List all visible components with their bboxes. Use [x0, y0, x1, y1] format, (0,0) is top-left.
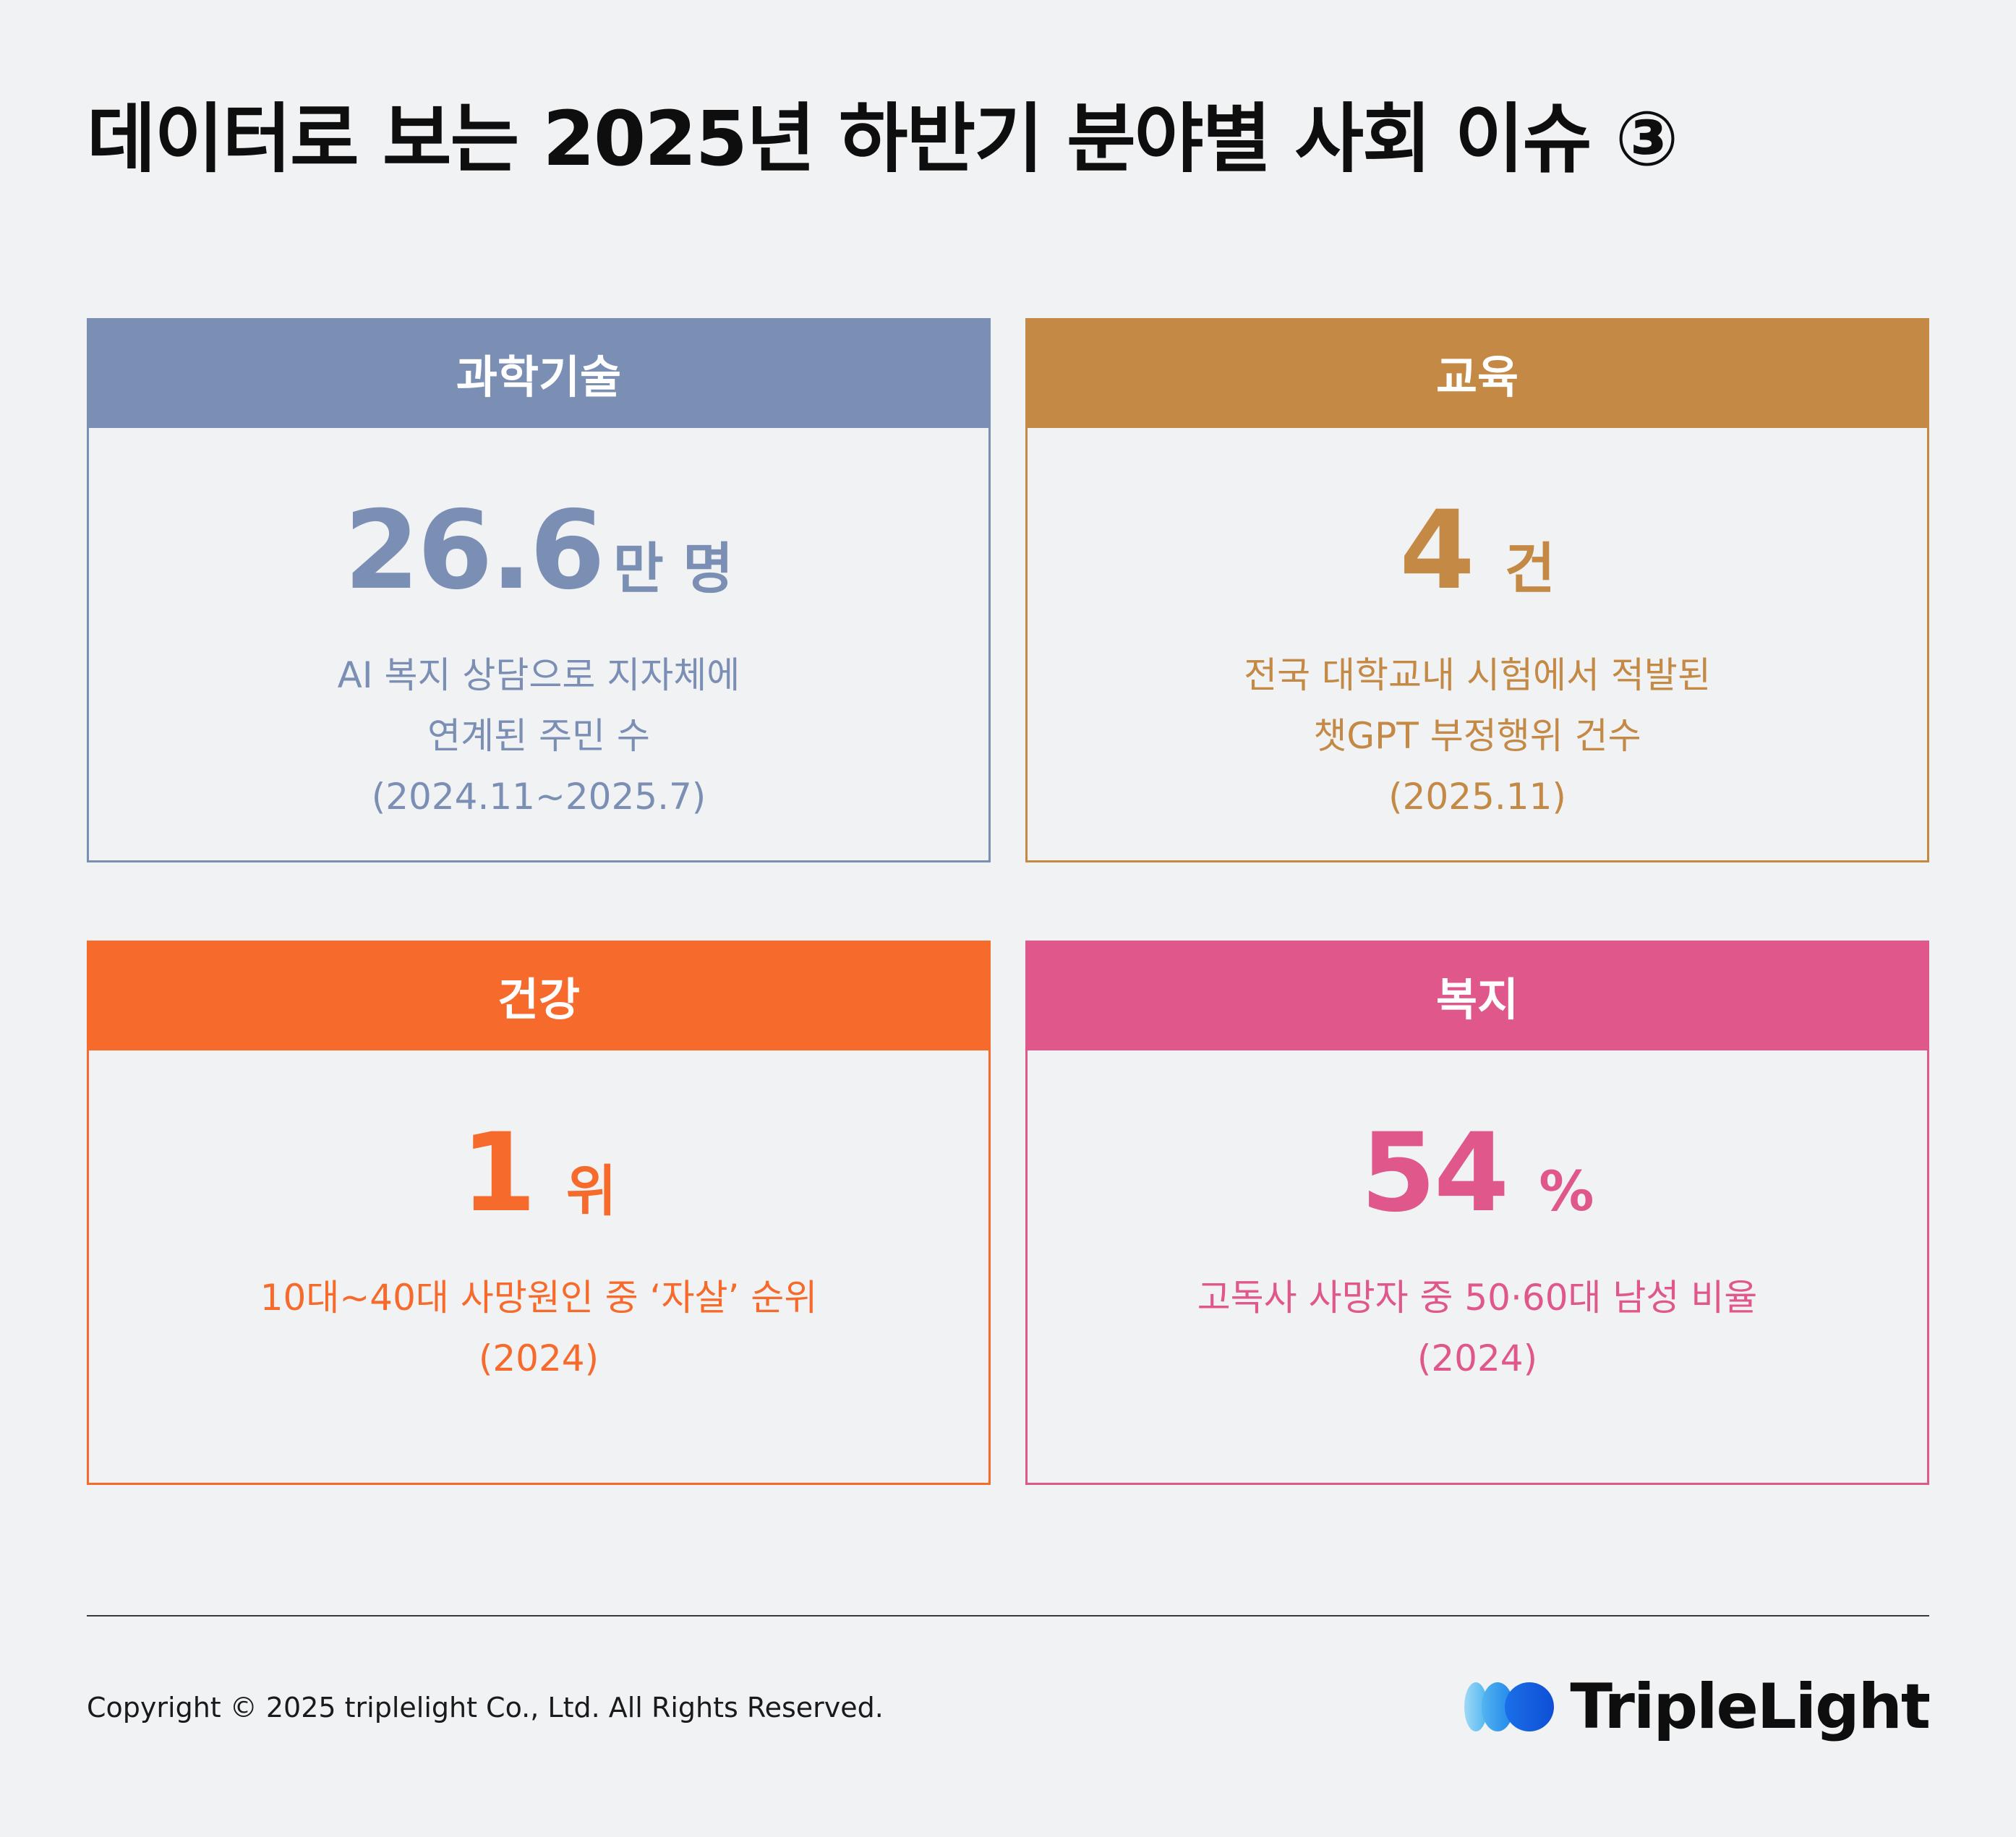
- stat-description: 10대~40대 사망원인 중 ‘자살’ 순위 (2024): [89, 1267, 988, 1389]
- footer-divider: [87, 1615, 1929, 1617]
- description-line: 챗GPT 부정행위 건수: [1313, 715, 1641, 757]
- card-header: 건강: [87, 941, 991, 1050]
- stat-value: 4: [1399, 488, 1474, 614]
- description-line: 10대~40대 사망원인 중 ‘자살’ 순위: [260, 1277, 818, 1319]
- card-science-tech: 과학기술 26.6 만 명 AI 복지 상담으로 지자체에 연계된 주민 수 (…: [87, 318, 991, 862]
- stat: 1 위: [89, 1119, 988, 1228]
- brand-logo: TripleLight: [1461, 1671, 1931, 1743]
- card-body: 1 위 10대~40대 사망원인 중 ‘자살’ 순위 (2024): [89, 1050, 988, 1483]
- stat: 54 %: [1028, 1119, 1927, 1228]
- stat-value: 54: [1360, 1110, 1510, 1236]
- card-education: 교육 4 건 전국 대학교내 시험에서 적발된 챗GPT 부정행위 건수 (20…: [1025, 318, 1929, 862]
- stat-unit: 만 명: [612, 536, 734, 601]
- stat-description: 고독사 사망자 중 50·60대 남성 비율 (2024): [1028, 1267, 1927, 1389]
- triplelight-logo-icon: [1464, 1682, 1555, 1731]
- stat-description: AI 복지 상담으로 지자체에 연계된 주민 수 (2024.11~2025.7…: [89, 645, 988, 827]
- description-line: 전국 대학교내 시험에서 적발된: [1244, 654, 1711, 696]
- stat-unit: 건: [1504, 536, 1555, 601]
- logo-text: TripleLight: [1570, 1671, 1931, 1743]
- description-line: (2024.11~2025.7): [371, 776, 706, 818]
- card-header: 교육: [1025, 318, 1929, 428]
- stat-unit: 위: [565, 1159, 617, 1223]
- stat-value: 26.6: [343, 488, 605, 614]
- description-line: (2024): [1417, 1337, 1538, 1379]
- card-welfare: 복지 54 % 고독사 사망자 중 50·60대 남성 비율 (2024): [1025, 941, 1929, 1485]
- stat: 4 건: [1028, 497, 1927, 605]
- description-line: 연계된 주민 수: [427, 715, 650, 757]
- card-body: 54 % 고독사 사망자 중 50·60대 남성 비율 (2024): [1028, 1050, 1927, 1483]
- copyright-text: Copyright © 2025 triplelight Co., Ltd. A…: [87, 1692, 884, 1723]
- description-line: 고독사 사망자 중 50·60대 남성 비율: [1197, 1277, 1758, 1319]
- stat: 26.6 만 명: [89, 497, 988, 605]
- description-line: (2024): [478, 1337, 599, 1379]
- stat-description: 전국 대학교내 시험에서 적발된 챗GPT 부정행위 건수 (2025.11): [1028, 645, 1927, 827]
- card-health: 건강 1 위 10대~40대 사망원인 중 ‘자살’ 순위 (2024): [87, 941, 991, 1485]
- card-header: 복지: [1025, 941, 1929, 1050]
- description-line: (2025.11): [1388, 776, 1566, 818]
- stat-unit: %: [1539, 1159, 1594, 1223]
- card-body: 26.6 만 명 AI 복지 상담으로 지자체에 연계된 주민 수 (2024.…: [89, 428, 988, 860]
- stat-value: 1: [461, 1110, 536, 1236]
- card-header: 과학기술: [87, 318, 991, 428]
- card-body: 4 건 전국 대학교내 시험에서 적발된 챗GPT 부정행위 건수 (2025.…: [1028, 428, 1927, 860]
- page-title: 데이터로 보는 2025년 하반기 분야별 사회 이슈 ③: [87, 95, 1679, 183]
- description-line: AI 복지 상담으로 지자체에: [337, 654, 740, 696]
